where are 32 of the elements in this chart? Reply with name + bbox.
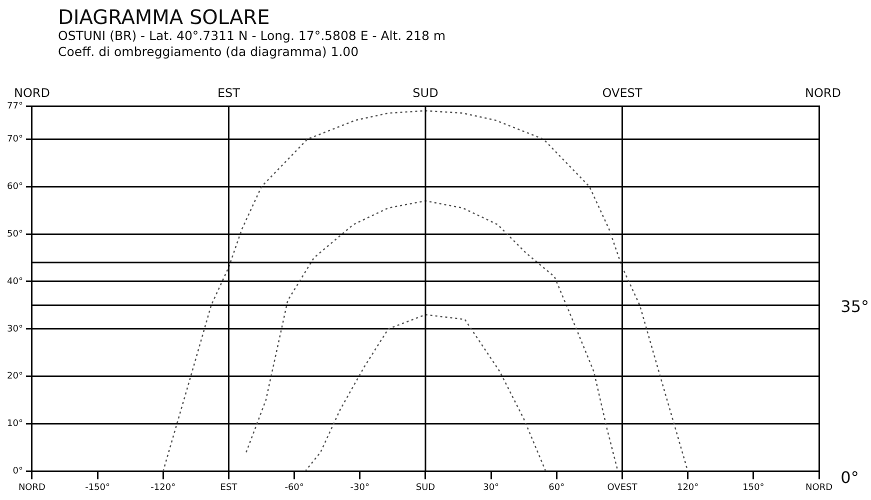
x-tick-label: 30° bbox=[483, 482, 500, 493]
annotation: EST bbox=[217, 86, 241, 100]
chart-title: DIAGRAMMA SOLARE bbox=[58, 5, 271, 29]
x-tick-label: SUD bbox=[416, 482, 436, 493]
x-tick-label: -60° bbox=[284, 482, 304, 493]
text: NORD bbox=[805, 86, 841, 100]
x-tick-label: 150° bbox=[742, 482, 764, 493]
y-tick-label: 70° bbox=[7, 134, 23, 145]
y-tick-label: 30° bbox=[7, 324, 23, 334]
y-tick-label: 0° bbox=[12, 466, 23, 477]
y-tick-label: 10° bbox=[7, 419, 23, 430]
x-tick-label: -150° bbox=[85, 482, 110, 493]
text: Coeff. di ombreggiamento (da diagramma) 1.00 bbox=[58, 44, 360, 60]
text: 0° bbox=[840, 468, 860, 487]
x-tick-label: OVEST bbox=[607, 482, 638, 493]
x-tick-label: 120° bbox=[676, 482, 699, 493]
x-tick-label: 60° bbox=[548, 482, 565, 493]
y-tick-label: 50° bbox=[7, 229, 23, 240]
x-tick-label: -30° bbox=[350, 482, 370, 493]
text: NORD bbox=[14, 86, 50, 100]
y-tick-label: 77° bbox=[7, 101, 23, 112]
y-tick-label: 20° bbox=[7, 372, 23, 382]
text: 35° bbox=[840, 297, 869, 316]
x-tick-label: EST bbox=[220, 482, 238, 493]
y-tick-label: 60° bbox=[7, 182, 23, 192]
chart-subtitle: OSTUNI (BR) - Lat. 40°.7311 N - Long. 17°.5808 E - Alt. 218 m bbox=[58, 28, 447, 44]
x-tick-label: NORD bbox=[806, 482, 833, 493]
annotation: SUD bbox=[412, 86, 438, 100]
x-tick-label: NORD bbox=[18, 482, 46, 493]
x-tick-label: -120° bbox=[150, 482, 176, 493]
annotation: OVEST bbox=[602, 86, 643, 100]
y-tick-label: 40° bbox=[7, 276, 23, 287]
